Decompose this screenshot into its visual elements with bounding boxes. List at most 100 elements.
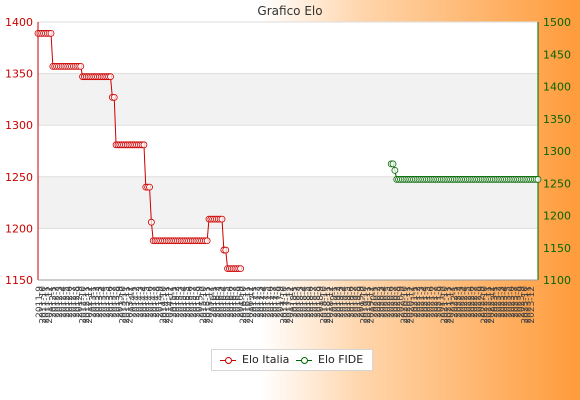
left-tick-label: 1200 — [5, 222, 33, 235]
x-tick-label: 2023-4 — [500, 286, 510, 318]
series-point-1 — [389, 160, 397, 168]
series-point-1 — [534, 175, 542, 183]
x-tick-label: 2020-11 — [403, 286, 413, 324]
right-tick-label: 1200 — [543, 210, 571, 223]
x-tick-label: 2014-9 — [155, 286, 165, 318]
x-tick-label: 2019-4 — [340, 286, 350, 318]
x-tick-label: 2023-2 — [494, 286, 504, 318]
chart-title: Grafico Elo — [257, 4, 323, 18]
x-tick-label: 2018-11 — [323, 286, 333, 324]
x-tick-label: 2020-9 — [396, 286, 406, 318]
right-tick-label: 1450 — [543, 48, 571, 61]
x-tick-label: 2013-4 — [99, 286, 109, 318]
left-tick-label: 1150 — [5, 274, 33, 287]
x-tick-label: 2011-10 — [38, 286, 48, 324]
x-tick-label: 2016-9 — [236, 286, 246, 318]
x-tick-label: 2012-9 — [75, 286, 85, 318]
series-point-0 — [140, 141, 148, 149]
x-tick-label: 2014-11 — [162, 286, 172, 324]
x-tick-label: 2023-11 — [524, 286, 534, 324]
x-tick-label: 2017-10 — [279, 286, 289, 324]
x-tick-label: 2023-7 — [510, 286, 520, 318]
x-tick-label: 2013-5 — [102, 286, 112, 318]
x-tick-label: 2015-7 — [189, 286, 199, 318]
grid-band — [38, 73, 538, 126]
x-tick-label: 2015-4 — [179, 286, 189, 318]
x-tick-label: 2022-7 — [470, 286, 480, 318]
x-tick-label: 2019-1 — [330, 286, 340, 318]
x-tick-label: 2023-8 — [514, 286, 524, 318]
x-tick-label: 2021-9 — [437, 286, 447, 318]
x-tick-label: 2018-5 — [303, 286, 313, 318]
x-tick-label: 2014-4 — [139, 286, 149, 318]
x-tick-label: 2014-3 — [135, 286, 145, 318]
x-tick-label: 2017-5 — [263, 286, 273, 318]
x-tick-label: 2017-8 — [273, 286, 283, 318]
x-tick-label: 2018-1 — [289, 286, 299, 318]
series-point-0 — [107, 73, 114, 81]
x-tick-label: 2013-7 — [109, 286, 119, 318]
x-tick-label: 2014-7 — [149, 286, 159, 318]
series-point-0 — [222, 246, 230, 254]
x-tick-label: 2015-9 — [196, 286, 206, 318]
x-tick-label: 2013-6 — [105, 286, 115, 318]
x-tick-label: 2014-6 — [145, 286, 155, 318]
x-tick-label: 2015-11 — [202, 286, 212, 324]
x-tick-label: 2021-10 — [440, 286, 450, 324]
x-tick-label: 2019-9 — [356, 286, 366, 318]
x-tick-label: 2016-5 — [222, 286, 232, 318]
x-tick-label: 2022-4 — [460, 286, 470, 318]
x-tick-label: 2018-8 — [313, 286, 323, 318]
x-tick-label: 2020-6 — [386, 286, 396, 318]
right-tick-label: 1300 — [543, 145, 571, 158]
x-tick-label: 2012-1 — [48, 286, 58, 318]
x-tick-label: 2023-9 — [517, 286, 527, 318]
x-tick-label: 2020-1 — [370, 286, 380, 318]
x-tick-label: 2019-2 — [333, 286, 343, 318]
x-tick-label: 2012-3 — [55, 286, 65, 318]
x-tick-label: 2023-12 — [527, 286, 537, 324]
x-tick-label: 2019-10 — [360, 286, 370, 324]
x-tick-label: 2016-1 — [209, 286, 219, 318]
x-tick-label: 2022-12 — [487, 286, 497, 324]
x-tick-label: 2022-3 — [457, 286, 467, 318]
x-tick-label: 2014-5 — [142, 286, 152, 318]
right-tick-label: 1400 — [543, 81, 571, 94]
x-tick-label: 2021-6 — [427, 286, 437, 318]
x-tick-label: 2021-3 — [417, 286, 427, 318]
x-tick-label: 2012-12 — [85, 286, 95, 324]
x-tick-label: 2021-4 — [420, 286, 430, 318]
x-tick-label: 2017-6 — [266, 286, 276, 318]
x-tick-label: 2019-11 — [363, 286, 373, 324]
x-tick-label: 2020-5 — [383, 286, 393, 318]
legend: Elo Italia Elo FIDE — [211, 349, 373, 371]
x-tick-label: 2013-8 — [112, 286, 122, 318]
x-tick-label: 2016-7 — [229, 286, 239, 318]
x-tick-label: 2022-1 — [450, 286, 460, 318]
x-tick-label: 2014-10 — [159, 286, 169, 324]
x-tick-label: 2018-3 — [296, 286, 306, 318]
grid-band — [38, 176, 538, 229]
x-tick-label: 2016-6 — [226, 286, 236, 318]
x-tick-label: 2013-10 — [119, 286, 129, 324]
series-point-0 — [237, 265, 245, 273]
x-tick-label: 2013-1 — [89, 286, 99, 318]
x-tick-label: 2013-11 — [122, 286, 132, 324]
x-tick-label: 2018-6 — [306, 286, 316, 318]
x-tick-label: 2018-12 — [326, 286, 336, 324]
x-tick-label: 2013-3 — [95, 286, 105, 318]
x-tick-label: 2012-2 — [52, 286, 62, 318]
x-tick-label: 2023-5 — [504, 286, 514, 318]
x-tick-label: 2019-5 — [343, 286, 353, 318]
x-tick-label: 2019-3 — [336, 286, 346, 318]
plot-area — [38, 22, 538, 280]
x-tick-label: 2017-1 — [249, 286, 259, 318]
x-tick-label: 2016-11 — [243, 286, 253, 324]
right-tick-label: 1250 — [543, 177, 571, 190]
x-tick-label: 2020-10 — [400, 286, 410, 324]
legend-swatch-elo-fide — [296, 354, 312, 366]
x-tick-label: 2017-4 — [259, 286, 269, 318]
x-tick-label: 2015-1 — [169, 286, 179, 318]
x-tick-label: 2017-9 — [276, 286, 286, 318]
x-tick-label: 2015-6 — [186, 286, 196, 318]
